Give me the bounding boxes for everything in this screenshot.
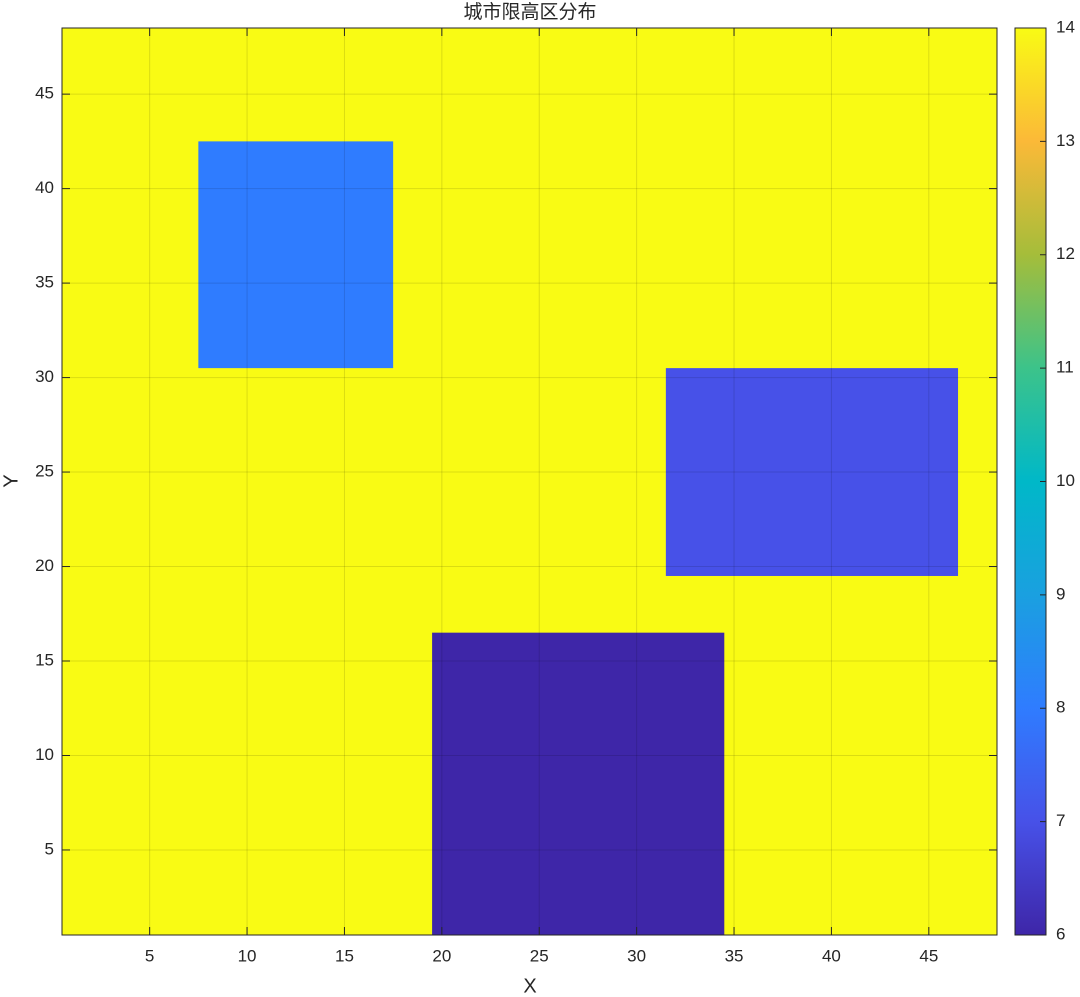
heatmap-region bbox=[198, 141, 394, 369]
axes-box bbox=[61, 27, 998, 936]
colorbar-tick-label: 13 bbox=[1056, 131, 1075, 150]
y-tick-label: 5 bbox=[45, 839, 54, 858]
colorbar-tick-label: 7 bbox=[1056, 811, 1065, 830]
y-tick-label: 35 bbox=[35, 273, 54, 292]
y-tick-label: 15 bbox=[35, 650, 54, 669]
x-tick-label: 35 bbox=[725, 946, 744, 965]
y-tick-label: 45 bbox=[35, 84, 54, 103]
x-tick-label: 40 bbox=[822, 946, 841, 965]
y-tick-label: 40 bbox=[35, 178, 54, 197]
chart-title: 城市限高区分布 bbox=[463, 1, 596, 23]
y-tick-label: 20 bbox=[35, 556, 54, 575]
x-tick-label: 25 bbox=[530, 946, 549, 965]
x-tick-label: 10 bbox=[238, 946, 257, 965]
y-tick-label: 30 bbox=[35, 367, 54, 386]
y-axis-label: Y bbox=[0, 474, 22, 487]
x-tick-label: 20 bbox=[432, 946, 451, 965]
colorbar-tick-label: 12 bbox=[1056, 244, 1075, 263]
y-tick-label: 25 bbox=[35, 462, 54, 481]
colorbar-tick-label: 8 bbox=[1056, 698, 1065, 717]
heatmap-region bbox=[665, 368, 959, 576]
colorbar-tick-label: 10 bbox=[1056, 471, 1075, 490]
y-tick-label: 10 bbox=[35, 745, 54, 764]
colorbar-tick-label: 11 bbox=[1056, 358, 1074, 377]
x-tick-label: 45 bbox=[919, 946, 938, 965]
x-tick-label: 15 bbox=[335, 946, 354, 965]
x-tick-label: 5 bbox=[145, 946, 154, 965]
x-axis-label: X bbox=[523, 975, 536, 997]
colorbar-tick-label: 14 bbox=[1056, 17, 1075, 36]
heatmap-region bbox=[432, 632, 725, 935]
x-tick-label: 30 bbox=[627, 946, 646, 965]
colorbar-tick-label: 6 bbox=[1056, 924, 1065, 943]
colorbar-tick-label: 9 bbox=[1056, 584, 1065, 603]
